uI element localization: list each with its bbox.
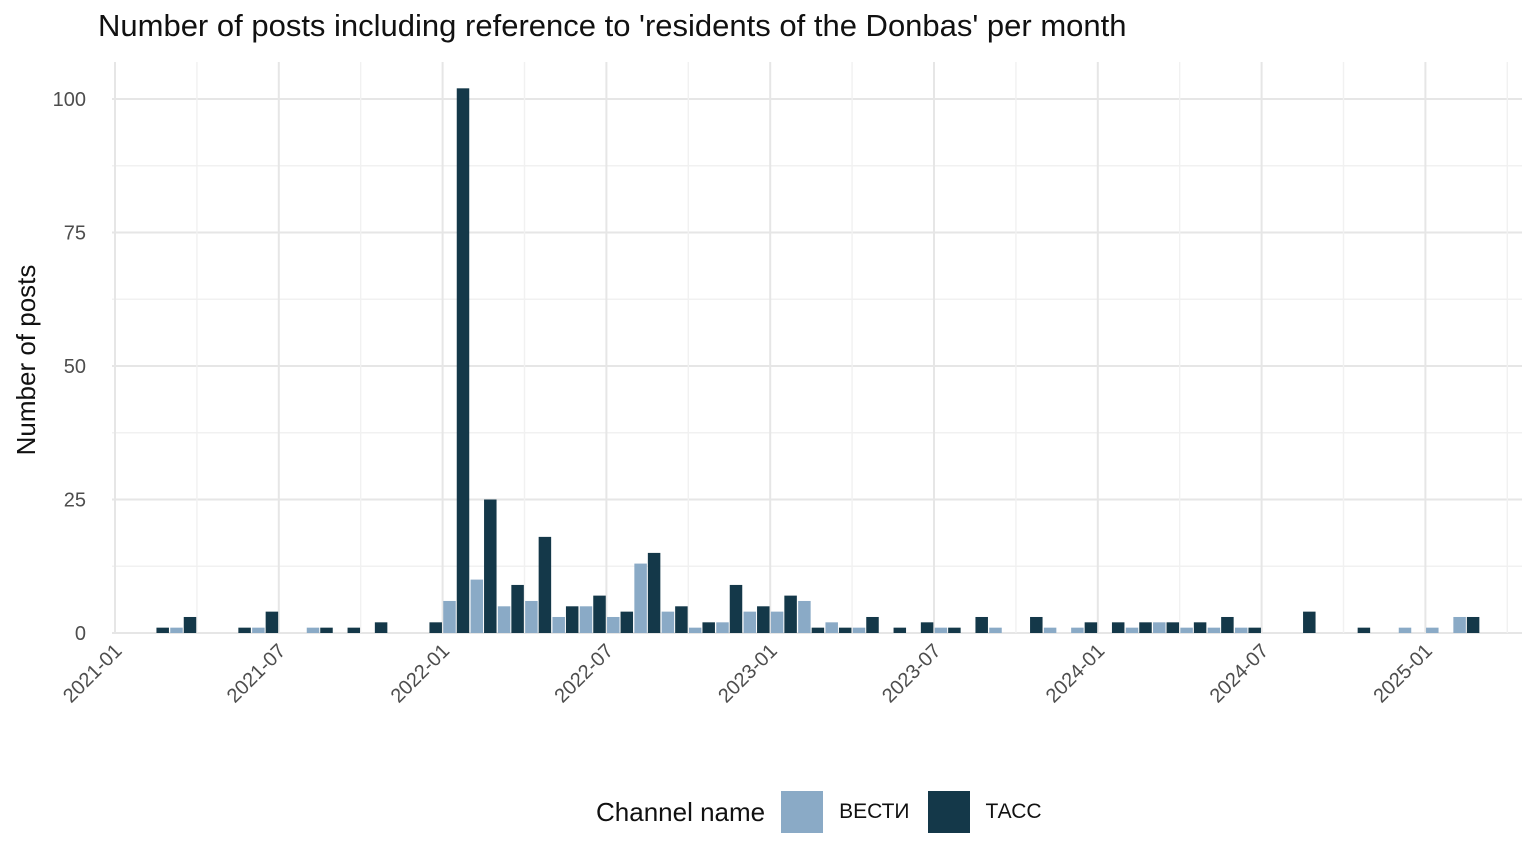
bar-tass-2021-12 [429,622,442,633]
bar-vesti-2022-02 [470,579,484,633]
bar-vesti-2024-03 [1153,622,1166,633]
bar-tass-2022-05 [565,606,579,633]
bar-tass-2025-02 [1466,616,1480,633]
legend-item-vesti: ВЕСТИ [781,791,910,833]
bar-tass-2022-12 [757,606,770,633]
bar-tass-2023-04 [866,616,879,633]
bar-vesti-2022-12 [743,611,757,633]
bars [156,88,1480,633]
bar-tass-2024-04 [1193,622,1207,633]
bar-vesti-2024-06 [1234,627,1248,633]
bar-tass-2023-03 [838,627,852,633]
bar-vesti-2023-03 [825,622,838,633]
bar-vesti-2025-01 [1426,627,1439,633]
bar-tass-2022-06 [593,595,606,633]
bar-tass-2022-10 [702,622,715,633]
y-axis-ticks: 0 25 50 75 100 [53,89,86,645]
legend-title: Channel name [596,796,766,827]
bar-tass-2023-05 [893,627,907,633]
x-axis-ticks: 2021-01 2021-07 2022-01 2022-07 2023-01 2023-… [59,640,1437,707]
legend-item-tass: ТАСС [927,791,1042,833]
bar-tass-2023-01 [784,595,797,633]
bar-vesti-2024-04 [1180,627,1193,633]
bar-vesti-2024-02 [1125,627,1139,633]
grid-lines [112,62,1522,634]
bar-vesti-2022-01 [443,600,456,633]
legend-label-tass: ТАСС [985,800,1042,823]
bar-tass-2022-03 [511,584,524,633]
bar-tass-2024-06 [1248,627,1261,633]
x-tick-label: 2021-01 [59,640,126,707]
bar-tass-2022-01 [456,88,470,633]
bar-vesti-2022-08 [634,563,647,633]
bar-vesti-2024-12 [1398,627,1412,633]
bar-vesti-2022-06 [579,606,593,633]
y-tick-label: 25 [64,490,86,512]
bar-vesti-2023-12 [1071,627,1084,633]
bar-tass-2023-12 [1084,622,1098,633]
bar-vesti-2022-09 [661,611,675,633]
bar-vesti-2022-07 [607,616,620,633]
bar-tass-2022-08 [647,552,661,633]
bar-vesti-2022-10 [688,627,702,633]
x-tick-label: 2025-01 [1369,640,1436,707]
bar-tass-2021-05 [238,627,251,633]
bar-tass-2024-02 [1139,622,1152,633]
bar-vesti-2022-05 [552,616,565,633]
bar-vesti-2023-11 [1043,627,1057,633]
bar-tass-2023-10 [1030,616,1043,633]
bar-tass-2024-08 [1303,611,1316,633]
chart-title: Number of posts including reference to '… [98,8,1127,43]
bar-tass-2021-06 [265,611,279,633]
bar-tass-2023-08 [975,616,988,633]
bar-vesti-2022-04 [525,600,538,633]
bar-tass-2023-07 [948,627,961,633]
bar-tass-2022-02 [484,499,497,633]
bar-vesti-2022-03 [497,606,511,633]
bar-vesti-2025-02 [1453,616,1466,633]
x-tick-label: 2024-01 [1042,640,1109,707]
bar-tass-2023-02 [811,627,825,633]
bar-vesti-2023-02 [798,600,811,633]
bar-vesti-2023-04 [852,627,866,633]
bar-tass-2021-02 [156,627,169,633]
bar-vesti-2023-09 [989,627,1002,633]
bar-tass-2022-11 [729,584,743,633]
bar-tass-2021-09 [347,627,361,633]
bar-tass-2021-03 [183,616,197,633]
bar-vesti-2022-11 [716,622,729,633]
bar-tass-2022-04 [538,536,552,633]
legend-swatch-tass [927,791,970,833]
y-tick-label: 75 [64,223,86,245]
y-axis-label: Number of posts [11,265,41,456]
y-tick-label: 0 [75,623,86,645]
x-tick-label: 2021-07 [223,640,290,707]
bar-vesti-2021-06 [252,627,265,633]
bar-tass-2024-03 [1166,622,1180,633]
x-tick-label: 2024-07 [1206,640,1273,707]
bar-tass-2023-06 [920,622,934,633]
x-tick-label: 2022-07 [550,640,617,707]
bar-tass-2021-08 [320,627,333,633]
x-tick-label: 2023-01 [714,640,781,707]
bar-tass-2024-01 [1111,622,1125,633]
y-tick-label: 50 [64,356,86,378]
x-tick-label: 2023-07 [878,640,945,707]
bar-vesti-2024-05 [1207,627,1221,633]
bar-tass-2021-10 [374,622,388,633]
x-tick-label: 2022-01 [387,640,454,707]
bar-tass-2024-05 [1221,616,1234,633]
bar-tass-2024-10 [1357,627,1371,633]
legend-swatch-vesti [781,791,824,833]
bar-vesti-2021-03 [170,627,183,633]
legend: Channel name ВЕСТИ ТАСС [596,790,1060,834]
y-tick-label: 100 [53,89,86,111]
bar-vesti-2023-01 [770,611,784,633]
bar-tass-2022-07 [620,611,634,633]
bar-vesti-2023-07 [934,627,948,633]
legend-label-vesti: ВЕСТИ [839,800,910,823]
bar-vesti-2021-08 [306,627,320,633]
bar-tass-2022-09 [675,606,688,633]
